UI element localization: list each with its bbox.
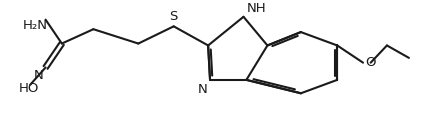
- Text: HO: HO: [19, 82, 39, 95]
- Text: O: O: [365, 56, 376, 69]
- Text: NH: NH: [246, 2, 266, 15]
- Text: S: S: [170, 11, 178, 23]
- Text: N: N: [197, 83, 207, 96]
- Text: N: N: [34, 69, 43, 82]
- Text: H₂N: H₂N: [23, 19, 48, 32]
